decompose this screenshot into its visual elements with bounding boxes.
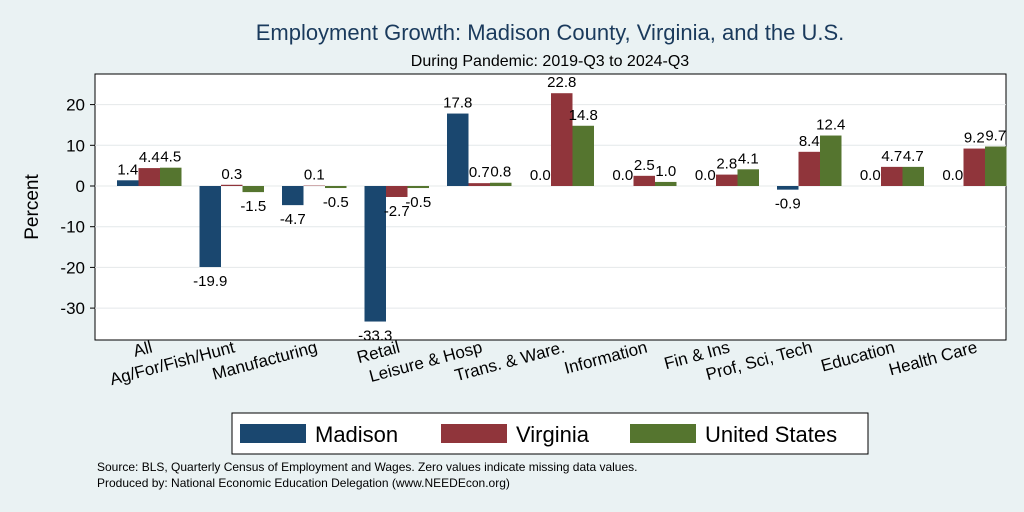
data-label: 4.4 <box>139 149 160 166</box>
bar-virginia <box>551 93 573 186</box>
bar-madison <box>777 186 799 190</box>
y-tick-label: -30 <box>60 299 85 318</box>
bar-madison <box>199 186 221 267</box>
y-axis-title: Percent <box>22 174 43 240</box>
bar-united-states <box>820 135 842 186</box>
employment-growth-chart: Employment Growth: Madison County, Virgi… <box>22 20 1007 455</box>
data-label: 14.8 <box>569 107 598 124</box>
data-label: -33.3 <box>358 328 392 345</box>
x-tick-label: All <box>131 338 154 361</box>
legend-box <box>231 412 869 455</box>
legend-label: Madison <box>315 422 398 447</box>
data-label: 4.7 <box>903 148 924 165</box>
data-label: -0.9 <box>775 196 801 213</box>
data-labels: 1.44.4 4.5 -19.9 0.3 -1.5 -4.7 0.1 -0.5 -33.3 -2.… <box>117 74 1006 344</box>
data-label: -1.5 <box>240 198 266 215</box>
data-label: 22.8 <box>547 74 576 91</box>
bar-united-states <box>160 167 182 186</box>
bar-madison <box>364 186 386 322</box>
data-label: 0.0 <box>530 167 551 184</box>
produced-by-note: Produced by: National Economic Education… <box>97 476 510 490</box>
bar-united-states <box>407 186 429 189</box>
data-label: 4.1 <box>738 150 759 167</box>
chart-subtitle: During Pandemic: 2019-Q3 to 2024-Q3 <box>411 53 689 70</box>
source-note: Source: BLS, Quarterly Census of Employm… <box>97 460 638 474</box>
bar-virginia <box>386 186 408 197</box>
chart-title: Employment Growth: Madison County, Virgi… <box>256 20 845 45</box>
data-label: -0.5 <box>323 194 349 211</box>
data-label: 9.2 <box>964 130 985 147</box>
x-tick-label: Information <box>562 338 649 378</box>
legend-swatch <box>630 424 696 443</box>
data-label: 0.3 <box>221 166 242 183</box>
data-label: -19.9 <box>193 273 227 290</box>
bar-united-states <box>737 169 759 186</box>
y-tick-label: -20 <box>60 258 85 277</box>
y-axis: -30 -20 -10 0 10 20 <box>60 96 95 318</box>
x-tick-label: Education <box>819 338 897 376</box>
legend-swatch <box>240 424 306 443</box>
bar-madison <box>447 113 469 186</box>
data-label: 1.4 <box>117 161 138 178</box>
bar-virginia <box>798 151 820 186</box>
bar-virginia <box>963 148 985 186</box>
y-tick-label: 10 <box>66 136 85 155</box>
data-label: 2.5 <box>634 157 655 174</box>
bar-madison <box>117 180 139 186</box>
data-label: 0.0 <box>695 167 716 184</box>
bar-virginia <box>633 175 655 186</box>
data-label: 0.0 <box>860 167 881 184</box>
data-label: -4.7 <box>280 211 306 228</box>
bar-united-states <box>655 181 677 186</box>
data-label: 2.8 <box>716 156 737 173</box>
y-tick-label: -10 <box>60 218 85 237</box>
x-tick-label: Health Care <box>887 338 980 380</box>
data-label: -0.5 <box>405 194 431 211</box>
bar-united-states <box>242 186 264 193</box>
data-label: 8.4 <box>799 133 820 150</box>
bar-virginia <box>716 174 738 186</box>
bar-united-states <box>572 125 594 186</box>
data-label: 0.0 <box>612 167 633 184</box>
data-label: 4.7 <box>881 148 902 165</box>
data-label: -2.7 <box>384 203 410 220</box>
legend: Madison Virginia United States <box>231 412 869 455</box>
legend-label: United States <box>705 422 837 447</box>
legend-label: Virginia <box>516 422 590 447</box>
y-tick-label: 0 <box>76 177 85 196</box>
data-label: 0.0 <box>942 167 963 184</box>
bar-united-states <box>490 182 512 186</box>
bar-madison <box>282 186 304 206</box>
bar-virginia <box>221 184 243 186</box>
data-label: 17.8 <box>443 95 472 112</box>
bar-united-states <box>902 166 924 186</box>
data-label: 0.8 <box>490 164 511 181</box>
data-label: 0.1 <box>304 167 325 184</box>
bar-virginia <box>468 183 490 186</box>
data-label: 4.5 <box>160 149 181 166</box>
y-tick-label: 20 <box>66 96 85 115</box>
data-label: 0.7 <box>469 164 490 181</box>
bar-virginia <box>881 166 903 186</box>
bar-united-states <box>325 186 347 189</box>
legend-swatch <box>441 424 507 443</box>
plot-area <box>94 73 1007 341</box>
data-label: 1.0 <box>655 163 676 180</box>
data-label: 9.7 <box>985 128 1006 145</box>
bar-virginia <box>138 168 160 186</box>
bars <box>117 93 1007 322</box>
bar-united-states <box>985 146 1007 186</box>
data-label: 12.4 <box>816 117 845 134</box>
